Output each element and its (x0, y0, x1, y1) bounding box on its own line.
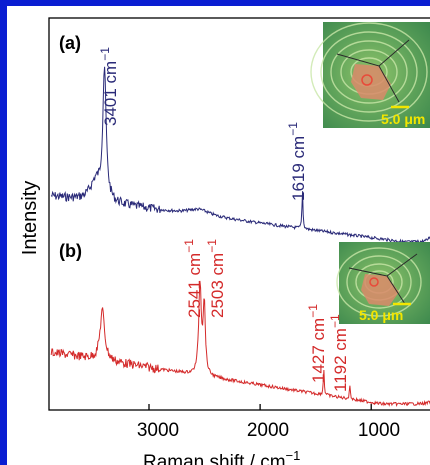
peak-label-2503-sup: −1 (205, 239, 219, 253)
peak-label-1619: 1619 cm−1 (286, 122, 308, 201)
peak-label-1427-sup: −1 (306, 304, 320, 318)
peak-label-3401: 3401 cm−1 (98, 47, 120, 126)
x-tick-label-1000: 1000 (358, 420, 400, 441)
panel-label-a: (a) (59, 33, 81, 53)
peak-label-1192-text: 1192 cm (331, 328, 350, 392)
peak-label-2541-text: 2541 cm (185, 253, 204, 318)
peak-label-2541-sup: −1 (182, 239, 196, 253)
raman-spectra-chart: Intensity 3000 2000 1000 Raman shift / c… (19, 17, 430, 465)
peak-label-1619-sup: −1 (286, 122, 300, 136)
peak-label-1619-text: 1619 cm (289, 136, 308, 201)
peak-label-1427-text: 1427 cm (309, 318, 328, 383)
inset-b-micrograph: 5.0 μm (336, 242, 430, 324)
peak-label-1427: 1427 cm−1 (306, 304, 328, 383)
peak-label-1192: 1192 cm−1 (328, 314, 350, 392)
spectrum-a-line (50, 66, 430, 244)
raman-chart-canvas: Intensity 3000 2000 1000 Raman shift / c… (7, 6, 430, 465)
peak-label-2503: 2503 cm−1 (205, 239, 227, 318)
spectrum-b-line (50, 280, 430, 407)
peak-label-2503-text: 2503 cm (208, 253, 227, 318)
peak-label-2541: 2541 cm−1 (182, 239, 204, 318)
x-tick-label-2000: 2000 (247, 420, 289, 441)
inset-a-scale-bar-label: 5.0 μm (381, 111, 425, 127)
peak-label-1192-sup: −1 (328, 314, 342, 328)
inset-a-micrograph: 5.0 μm (310, 22, 430, 128)
peak-label-3401-sup: −1 (98, 47, 112, 61)
inset-b-scale-bar-label: 5.0 μm (359, 307, 403, 323)
panel-label-b: (b) (59, 241, 82, 261)
y-axis-label: Intensity (19, 181, 41, 255)
x-axis-label: Raman shift / cm−1 (143, 448, 300, 465)
x-tick-label-3000: 3000 (137, 420, 179, 441)
x-axis-label-superscript: −1 (286, 448, 301, 463)
x-axis-ticks (148, 404, 372, 410)
peak-label-3401-text: 3401 cm (101, 61, 120, 126)
x-axis-label-text: Raman shift / cm (143, 452, 286, 465)
plot-area-frame (48, 17, 430, 411)
